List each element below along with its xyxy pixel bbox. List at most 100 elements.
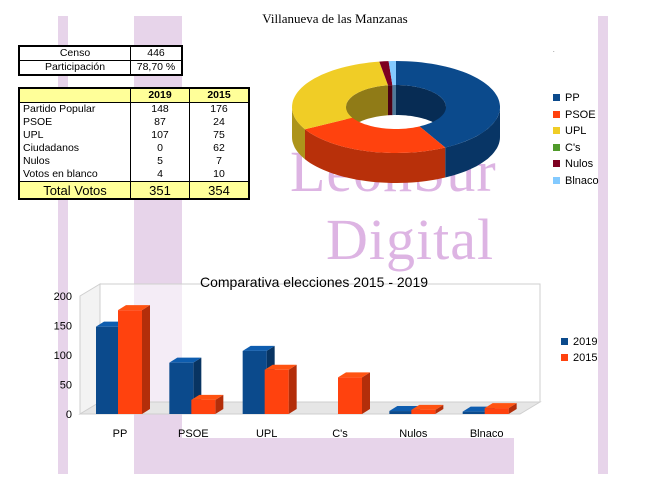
results-row: Ciudadanos 0 62 <box>18 142 250 155</box>
bar <box>169 362 194 414</box>
results-header-row: 2019 2015 <box>18 88 250 103</box>
bar <box>191 399 216 414</box>
total-2019: 351 <box>130 181 190 199</box>
bar <box>462 411 487 414</box>
pie-slice-inner-wall <box>388 85 393 116</box>
pie-slice <box>379 61 393 86</box>
bar-legend-item: 2019 <box>561 336 597 348</box>
legend-label: PP <box>565 92 580 104</box>
party-label: Partido Popular <box>18 102 131 116</box>
votes-2015: 62 <box>189 142 250 155</box>
bar <box>389 411 414 414</box>
bar-top <box>484 403 517 409</box>
party-label: Ciudadanos <box>18 142 131 155</box>
legend-label: C's <box>565 141 581 154</box>
bar-top <box>338 372 370 378</box>
pie-slice-inner-wall <box>346 85 388 137</box>
votes-2019: 4 <box>130 168 190 182</box>
results-header-2015: 2015 <box>189 88 250 103</box>
bar-side <box>362 372 370 414</box>
legend-swatch <box>553 110 560 118</box>
legend-swatch <box>553 176 560 184</box>
bar-top <box>411 404 444 410</box>
x-tick-label: Nulos <box>399 428 428 440</box>
bar-side <box>142 305 150 414</box>
votes-2019: 107 <box>130 129 190 142</box>
pie-legend-item: Blnaco <box>553 175 599 187</box>
bar-side <box>288 364 297 414</box>
bar-legend-item: 2015 <box>561 352 597 364</box>
party-label: UPL <box>18 129 131 142</box>
pie-legend-item: Nulos <box>553 158 593 170</box>
y-tick-label: 50 <box>60 380 72 392</box>
bar-top <box>242 345 275 351</box>
pie-slice <box>396 61 500 148</box>
y-tick-label: 150 <box>54 321 72 333</box>
votes-2019: 87 <box>130 116 190 129</box>
x-tick-label: PSOE <box>178 428 209 440</box>
bar <box>411 409 436 414</box>
votes-2015: 24 <box>189 116 250 129</box>
bar <box>338 377 362 414</box>
party-label: Nulos <box>18 155 131 168</box>
votes-2015: 7 <box>189 155 250 168</box>
pie-slice-inner-wall <box>396 85 446 137</box>
legend-swatch <box>553 94 560 101</box>
results-header-blank <box>18 88 131 103</box>
results-row: UPL 107 75 <box>18 129 250 142</box>
y-tick-label: 100 <box>54 350 72 362</box>
bar <box>118 310 142 414</box>
summary-label: Participación <box>18 60 131 76</box>
legend-label: Nulos <box>565 158 594 170</box>
bar-side <box>215 394 224 414</box>
votes-2019: 5 <box>130 155 190 168</box>
watermark-bar-left <box>58 16 68 474</box>
votes-2019: 148 <box>130 102 190 116</box>
summary-label: Censo <box>18 45 131 61</box>
page-title: Villanueva de las Manzanas <box>262 11 408 26</box>
summary-table: Censo 446 Participación 78,70 % <box>18 45 183 76</box>
votes-2015: 10 <box>189 168 250 182</box>
y-tick-label: 0 <box>66 409 72 421</box>
votes-2015: 176 <box>189 102 250 116</box>
pie-legend-item: PP <box>553 92 580 104</box>
pie-slice-wall <box>445 107 500 178</box>
legend-label: 2019 <box>573 336 598 348</box>
x-tick-label: PP <box>113 428 128 440</box>
pie-legend-item: PSOE <box>553 109 596 121</box>
results-header-2019: 2019 <box>130 88 190 103</box>
results-row: Nulos 5 7 <box>18 155 250 168</box>
bar-side <box>508 403 517 414</box>
summary-value: 78,70 % <box>130 60 183 76</box>
legend-label: UPL <box>565 125 587 137</box>
bar-side <box>435 404 444 414</box>
bar-top <box>169 357 202 363</box>
bar <box>264 369 289 414</box>
party-label: Votos en blanco <box>18 168 131 182</box>
results-row: PSOE 87 24 <box>18 116 250 129</box>
pie-slice <box>292 61 388 130</box>
bar-top <box>118 305 150 311</box>
votes-2015: 75 <box>189 129 250 142</box>
summary-row: Participación 78,70 % <box>18 60 183 76</box>
y-tick-label: 200 <box>54 291 72 303</box>
results-total-row: Total Votos 351 354 <box>18 181 250 199</box>
legend-label: 2015 <box>573 352 598 364</box>
watermark-bar-bottom <box>134 438 514 474</box>
bar <box>96 326 120 414</box>
results-row: Partido Popular 148 176 <box>18 102 250 116</box>
legend-swatch <box>553 143 560 151</box>
watermark-bar-right <box>598 16 608 474</box>
bar <box>484 408 509 414</box>
legend-swatch <box>561 354 568 361</box>
pie-slice <box>388 61 396 86</box>
results-table: 2019 2015 Partido Popular 148 176 PSOE 8… <box>18 87 250 200</box>
summary-row: Censo 446 <box>18 45 183 61</box>
x-tick-label: UPL <box>256 428 277 440</box>
legend-swatch <box>561 338 568 345</box>
chart-dot: . <box>553 48 555 54</box>
legend-label: Blnaco <box>565 174 599 187</box>
results-row: Votos en blanco 4 10 <box>18 168 250 182</box>
pie-legend-item: UPL <box>553 125 586 137</box>
